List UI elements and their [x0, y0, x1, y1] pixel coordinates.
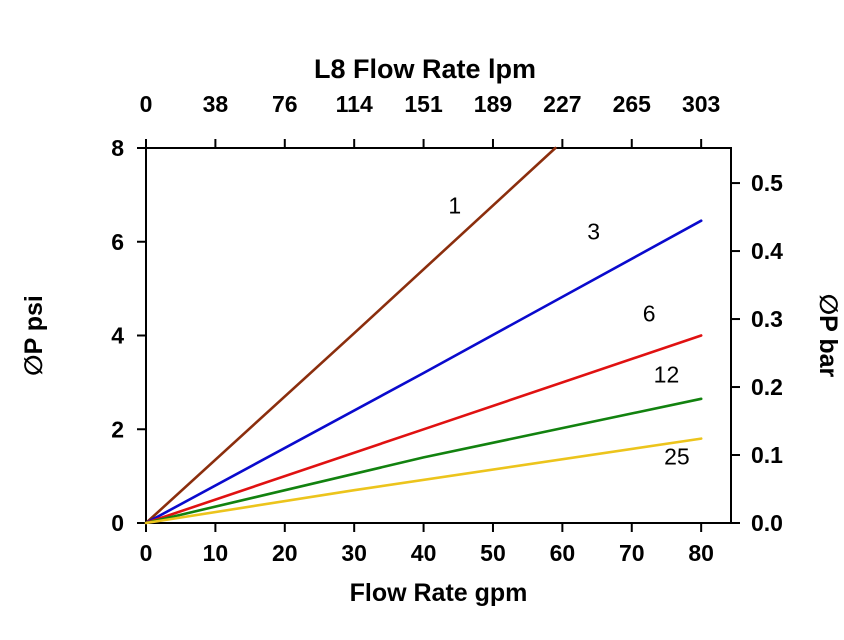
- plot-border: [145, 147, 732, 524]
- bottom-axis-label: Flow Rate gpm: [350, 579, 528, 607]
- series-label-3: 3: [587, 218, 600, 244]
- bottom-tick-label: 30: [341, 540, 367, 566]
- bottom-tick-label: 60: [550, 540, 576, 566]
- left-tick-label: 8: [111, 135, 124, 161]
- series-label-1: 1: [448, 193, 461, 219]
- right-tick-label: 0.0: [751, 510, 783, 536]
- top-tick-label: 265: [613, 91, 652, 117]
- left-tick-label: 2: [111, 416, 124, 442]
- top-tick-label: 227: [543, 91, 581, 117]
- right-tick-label: 0.3: [751, 306, 783, 332]
- chart-title: L8 Flow Rate lpm: [314, 54, 536, 84]
- series-label-6: 6: [643, 300, 656, 326]
- right-tick-label: 0.4: [751, 238, 783, 264]
- series-label-12: 12: [654, 361, 680, 387]
- left-axis-label: ∅P psi: [20, 295, 48, 376]
- bottom-tick-label: 40: [411, 540, 437, 566]
- top-tick-label: 38: [203, 91, 229, 117]
- series-line-6: [144, 334, 703, 525]
- top-tick-label: 303: [682, 91, 720, 117]
- right-tick-label: 0.1: [751, 442, 783, 468]
- bottom-tick-label: 10: [203, 540, 229, 566]
- right-tick-label: 0.5: [751, 170, 783, 196]
- right-tick-label: 0.2: [751, 374, 783, 400]
- series-line-12: [144, 397, 703, 525]
- top-tick-label: 76: [272, 91, 298, 117]
- bottom-tick-label: 0: [140, 540, 153, 566]
- series-line-3: [144, 219, 703, 525]
- bottom-tick-label: 50: [480, 540, 506, 566]
- left-tick-label: 4: [111, 323, 124, 349]
- top-tick-label: 114: [336, 91, 373, 117]
- series-line-1: [144, 146, 557, 525]
- bottom-tick-label: 20: [272, 540, 298, 566]
- left-tick-label: 0: [111, 510, 124, 536]
- top-tick-label: 151: [404, 91, 443, 117]
- bottom-tick-label: 80: [688, 540, 714, 566]
- bottom-tick-label: 70: [619, 540, 645, 566]
- series-line-25: [144, 437, 703, 525]
- top-tick-label: 0: [140, 91, 153, 117]
- right-axis-label: ∅P bar: [814, 294, 842, 378]
- left-tick-label: 6: [111, 229, 124, 255]
- series-label-25: 25: [664, 443, 690, 469]
- top-tick-label: 189: [474, 91, 512, 117]
